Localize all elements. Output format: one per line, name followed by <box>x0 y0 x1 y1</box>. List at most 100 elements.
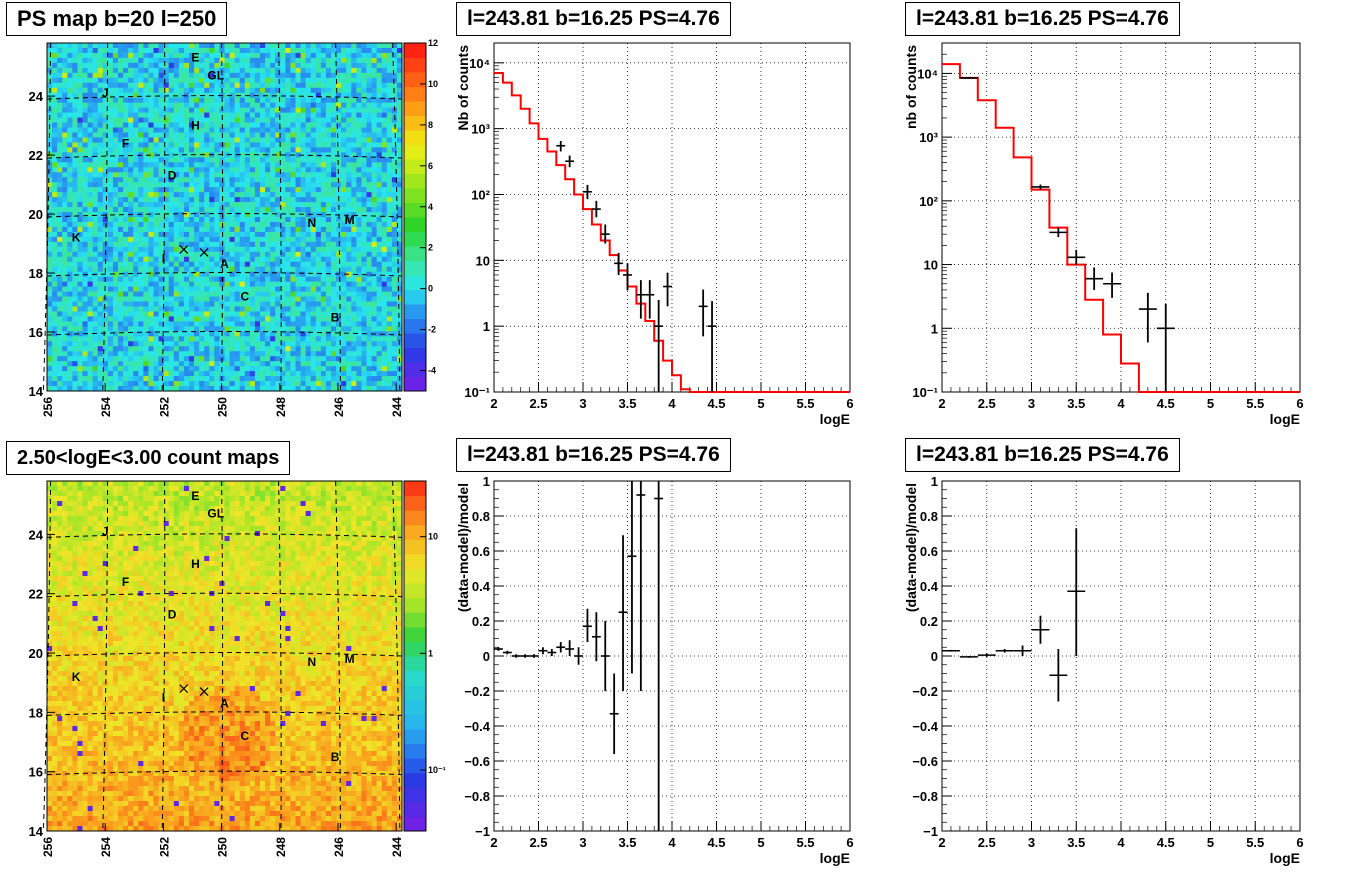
count-colorbar-cell <box>404 816 426 832</box>
count-map-title: 2.50<logE<3.00 count maps <box>6 441 291 475</box>
source-label-E: E <box>191 489 199 503</box>
spectrum-coarse-model-histogram <box>942 63 1300 393</box>
residual-coarse-x-tick-label: 3 <box>1028 835 1035 850</box>
ps-latitude-line <box>46 154 403 159</box>
residual-coarse-data-point <box>1013 645 1032 656</box>
source-label-F: F <box>122 136 129 150</box>
ps-colorbar-cell <box>404 260 426 276</box>
spectrum-coarse-y-tick-label: 10 <box>924 258 938 273</box>
spectrum-fine-x-tick-label: 3.5 <box>618 396 636 411</box>
ps-colorbar-cell <box>404 376 426 392</box>
spectrum-coarse-y-tick-label: 1 <box>931 321 938 336</box>
residual-coarse-x-tick-label: 4.5 <box>1157 835 1175 850</box>
residual-coarse-y-tick-label: −0.8 <box>912 789 938 804</box>
count-colorbar-frame <box>403 480 427 832</box>
residual-fine-y-tick-label: −0.8 <box>464 789 490 804</box>
residual-coarse-y-tick-label: −0.4 <box>912 719 938 734</box>
spectrum-coarse-data-point <box>959 76 978 79</box>
count-colorbar-cell <box>404 481 426 497</box>
residual-fine-title: l=243.81 b=16.25 PS=4.76 <box>456 438 731 472</box>
spectrum-fine-data-point <box>663 272 672 307</box>
source-label-M: M <box>345 652 355 666</box>
residual-fine-data-point <box>502 650 512 655</box>
ps-x-tick-label: 252 <box>157 397 171 417</box>
ps-y-tick-label: 18 <box>29 266 43 281</box>
residual-fine-x-tick-label: 2 <box>490 835 497 850</box>
count-y-tick-label: 24 <box>29 527 44 542</box>
ps-y-tick-label: 16 <box>29 325 43 340</box>
count-colorbar-cell <box>404 553 426 569</box>
count-x-tick-label: 248 <box>274 837 288 857</box>
spectrum-coarse-x-tick-label: 2.5 <box>978 396 996 411</box>
ps-colorbar-tick-label: -2 <box>428 325 436 335</box>
source-label-E: E <box>191 51 199 65</box>
count-longitude-line <box>392 480 401 832</box>
count-colorbar-tick-label: 10 <box>428 532 438 542</box>
spectrum-coarse-y-tick-label: 10⁴ <box>917 66 938 81</box>
residual-fine-data-point <box>547 649 557 656</box>
ps-longitude-line <box>335 42 341 392</box>
spectrum-fine-data-point <box>636 280 646 319</box>
ps-colorbar-cell <box>404 304 426 319</box>
spectrum-coarse-y-axis-label: nb of counts <box>903 45 919 129</box>
ps-colorbar-tick-label: 2 <box>428 243 433 253</box>
ps-colorbar-cell <box>404 72 426 87</box>
count-colorbar-cell <box>404 612 426 628</box>
residual-fine-y-tick-label: 1 <box>483 474 490 489</box>
spectrum-coarse-data-point <box>1085 267 1104 290</box>
source-label-B: B <box>331 750 340 764</box>
residual-fine-y-tick-label: 0 <box>483 649 490 664</box>
ps-longitude-line <box>161 42 166 392</box>
ps-x-tick-label: 254 <box>99 397 113 417</box>
residual-coarse-y-tick-label: 0.2 <box>920 614 938 629</box>
ps-position-marker <box>199 247 209 257</box>
residual-coarse-x-tick-label: 3.5 <box>1067 835 1085 850</box>
count-pixels <box>47 481 403 832</box>
source-label-N: N <box>307 216 316 230</box>
spectrum-fine-data-point <box>707 301 717 392</box>
ps-colorbar-cell <box>404 246 426 261</box>
ps-colorbar-tick-label: 6 <box>428 161 433 171</box>
ps-x-tick-label: 256 <box>41 397 55 417</box>
residual-fine-x-tick-label: 5.5 <box>796 835 814 850</box>
residual-fine-data-point <box>654 481 664 831</box>
spectrum-coarse-x-tick-label: 2 <box>938 396 945 411</box>
spectrum-fine-x-tick-label: 4.5 <box>707 396 725 411</box>
residual-fine-x-tick-label: 5 <box>757 835 764 850</box>
residual-coarse-y-tick-label: 0.4 <box>920 579 939 594</box>
spectrum-coarse-x-tick-label: 3.5 <box>1067 396 1085 411</box>
spectrum-fine-y-axis-label: Nb of counts <box>455 45 471 131</box>
residual-fine-data-point <box>538 647 548 655</box>
residual-fine-x-tick-label: 4.5 <box>707 835 725 850</box>
count-colorbar-cell <box>404 787 426 803</box>
count-x-tick-label: 244 <box>390 837 404 857</box>
source-label-M: M <box>345 213 355 227</box>
residual-fine-y-tick-label: −0.4 <box>464 719 490 734</box>
spectrum-fine-data-point <box>600 224 610 244</box>
spectrum-coarse-data-point <box>1156 304 1175 392</box>
ps-colorbar-cell <box>404 275 426 290</box>
ps-latitude-line <box>46 213 403 218</box>
residual-fine-y-tick-label: 0.6 <box>472 544 490 559</box>
count-colorbar-cell <box>404 510 426 526</box>
count-x-tick-label: 250 <box>216 837 230 857</box>
residual-fine-data-point <box>636 481 646 691</box>
count-longitude-line <box>102 480 109 832</box>
ps-longitude-line <box>221 42 224 392</box>
residual-fine-data-point <box>494 647 503 651</box>
count-colorbar-cell <box>404 656 426 672</box>
residual-fine-data-point <box>556 642 566 653</box>
residual-coarse-x-axis-label: logE <box>1270 850 1300 866</box>
spectrum-coarse-y-tick-label: 10² <box>919 194 938 209</box>
spectrum-coarse-data-point <box>1067 249 1086 265</box>
count-x-tick-label: 256 <box>41 837 55 857</box>
residual-coarse-x-tick-label: 2.5 <box>978 835 996 850</box>
ps-colorbar-cell <box>404 86 426 102</box>
spectrum-fine-data-point <box>645 280 655 319</box>
ps-longitude-line <box>392 42 401 392</box>
source-label-J: J <box>102 524 109 538</box>
count-colorbar-tick-label: 1 <box>428 648 433 658</box>
residual-fine-x-tick-label: 3.5 <box>618 835 636 850</box>
count-longitude-line <box>335 480 341 832</box>
ps-x-tick-label: 248 <box>274 397 288 417</box>
